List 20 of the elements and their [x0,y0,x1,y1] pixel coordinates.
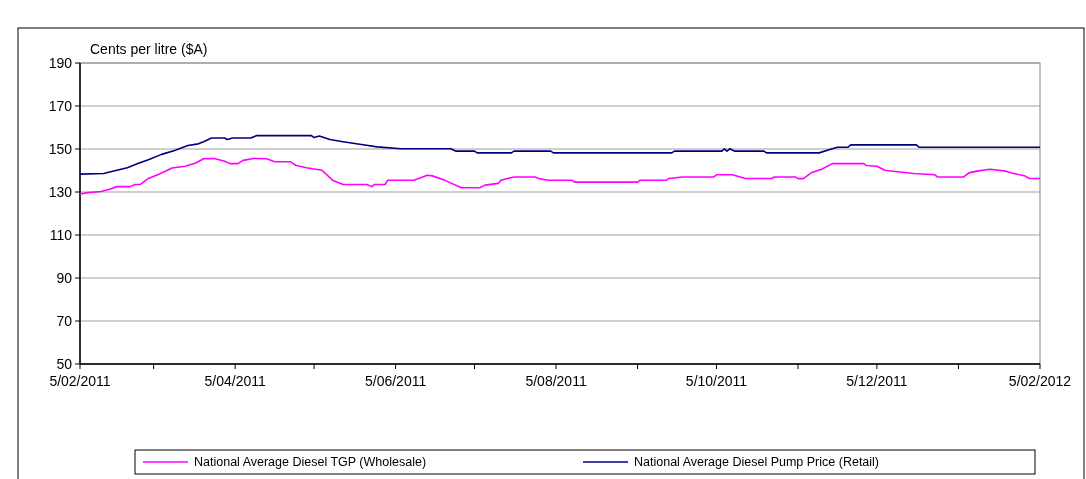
y-tick-label: 50 [56,355,73,372]
y-tick-label: 70 [56,312,73,329]
y-tick-label: 190 [48,54,73,71]
x-tick-label: 5/10/2011 [685,373,748,389]
y-tick-label: 90 [56,269,73,286]
x-tick-label: 5/02/2012 [1008,373,1072,389]
y-tick-label: 110 [49,226,73,243]
y-axis-title: Cents per litre ($A) [90,41,208,57]
line-series [79,157,1041,195]
legend-label: National Average Diesel Pump Price (Retail) [634,455,880,470]
legend-label: National Average Diesel TGP (Wholesale) [194,455,427,470]
y-tick-label: 150 [48,140,73,157]
line-series [79,134,1041,175]
x-tick-label: 5/12/2011 [846,373,908,389]
y-tick-label: 130 [48,183,73,200]
x-tick-label: 5/06/2011 [364,373,427,389]
x-tick-label: 5/02/2011 [49,373,111,389]
y-tick-label: 170 [48,97,73,114]
x-tick-label: 5/08/2011 [525,373,587,389]
x-tick-label: 5/04/2011 [204,373,267,389]
